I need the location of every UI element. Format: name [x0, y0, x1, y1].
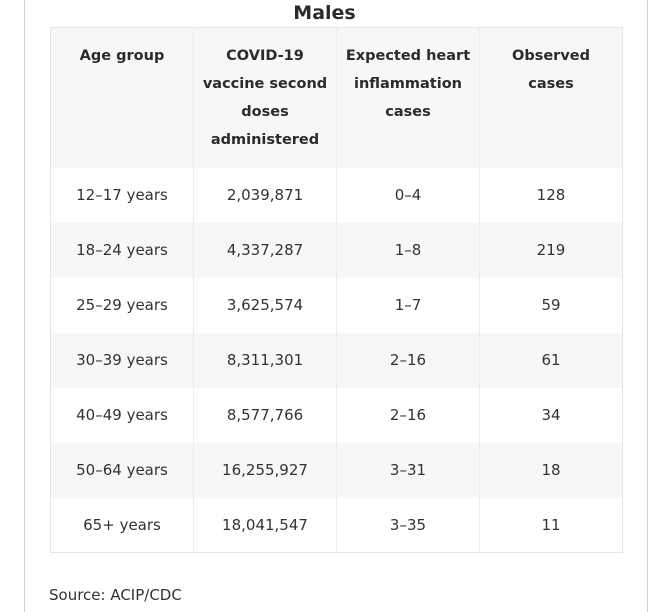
header-age-group: Age group	[50, 27, 194, 168]
cell-expected-cases: 3–31	[336, 442, 480, 498]
cell-age-group: 65+ years	[50, 497, 194, 553]
cell-observed-cases: 59	[479, 277, 623, 333]
header-observed-cases: Observed cases	[479, 27, 623, 168]
cell-observed-cases: 11	[479, 497, 623, 553]
cell-observed-cases: 18	[479, 442, 623, 498]
cell-second-doses: 18,041,547	[193, 497, 337, 553]
cell-second-doses: 8,311,301	[193, 332, 337, 388]
table-header-row: Age group COVID-19 vaccine second doses …	[50, 27, 623, 168]
table-title: Males	[293, 2, 356, 24]
cell-second-doses: 8,577,766	[193, 387, 337, 443]
cell-expected-cases: 0–4	[336, 167, 480, 223]
cell-observed-cases: 61	[479, 332, 623, 388]
cell-second-doses: 3,625,574	[193, 277, 337, 333]
cell-observed-cases: 128	[479, 167, 623, 223]
cell-age-group: 30–39 years	[50, 332, 194, 388]
header-expected-cases: Expected heart inflammation cases	[336, 27, 480, 168]
cell-expected-cases: 2–16	[336, 332, 480, 388]
cell-age-group: 50–64 years	[50, 442, 194, 498]
cell-observed-cases: 34	[479, 387, 623, 443]
page-frame	[24, 0, 648, 612]
cell-age-group: 12–17 years	[50, 167, 194, 223]
cell-expected-cases: 3–35	[336, 497, 480, 553]
table-row: 12–17 years 2,039,871 0–4 128	[50, 167, 623, 223]
table-row: 40–49 years 8,577,766 2–16 34	[50, 387, 623, 443]
cell-expected-cases: 2–16	[336, 387, 480, 443]
source-note: Source: ACIP/CDC	[49, 586, 182, 604]
cell-age-group: 18–24 years	[50, 222, 194, 278]
cell-observed-cases: 219	[479, 222, 623, 278]
cell-age-group: 25–29 years	[50, 277, 194, 333]
table-row: 30–39 years 8,311,301 2–16 61	[50, 332, 623, 388]
header-second-doses: COVID-19 vaccine second doses administer…	[193, 27, 337, 168]
table-row: 65+ years 18,041,547 3–35 11	[50, 497, 623, 553]
data-table: Age group COVID-19 vaccine second doses …	[50, 27, 623, 553]
table-row: 50–64 years 16,255,927 3–31 18	[50, 442, 623, 498]
cell-expected-cases: 1–7	[336, 277, 480, 333]
cell-second-doses: 2,039,871	[193, 167, 337, 223]
cell-second-doses: 4,337,287	[193, 222, 337, 278]
cell-second-doses: 16,255,927	[193, 442, 337, 498]
cell-expected-cases: 1–8	[336, 222, 480, 278]
cell-age-group: 40–49 years	[50, 387, 194, 443]
table-row: 25–29 years 3,625,574 1–7 59	[50, 277, 623, 333]
table-row: 18–24 years 4,337,287 1–8 219	[50, 222, 623, 278]
